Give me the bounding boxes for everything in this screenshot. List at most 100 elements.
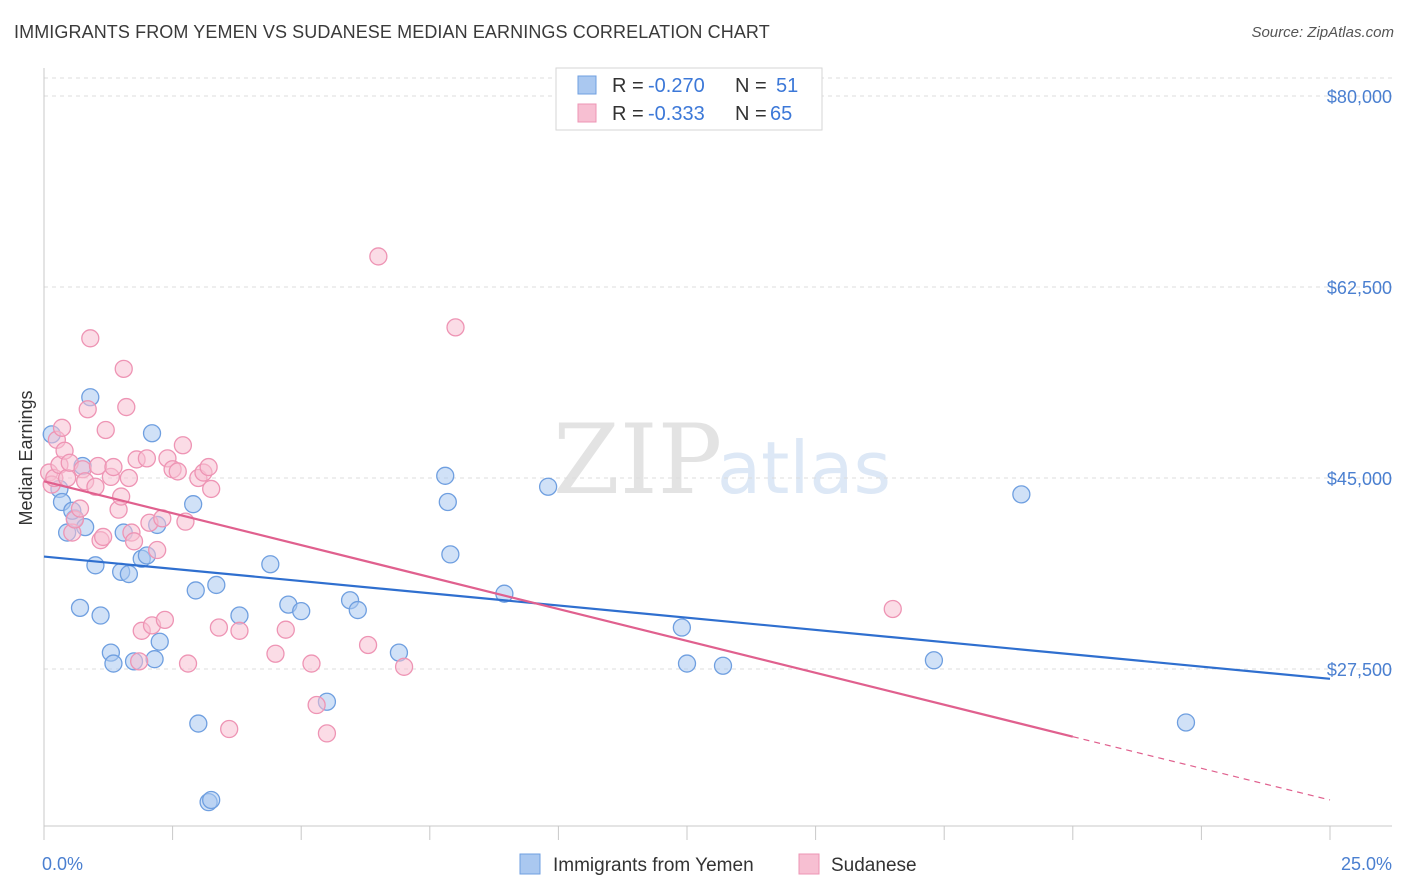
point-yemen-36 (348, 600, 367, 620)
y-tick-label-1: $45,000 (1327, 469, 1392, 489)
bottom-legend-label-yemen: Immigrants from Yemen (553, 855, 754, 876)
legend-swatch-sudanese (577, 103, 597, 123)
point-sudanese-41 (168, 462, 187, 481)
point-sudanese-14 (78, 400, 97, 419)
point-yemen-48 (1176, 713, 1196, 732)
point-sudanese-16 (86, 477, 105, 496)
point-sudanese-53 (276, 620, 295, 639)
legend-n-value-sudanese: 65 (770, 103, 792, 125)
point-yemen-25 (186, 581, 205, 600)
point-yemen-38 (436, 466, 455, 485)
y-tick-label-2: $62,500 (1327, 278, 1392, 298)
point-yemen-24 (184, 495, 203, 514)
gridlines (44, 77, 1392, 670)
point-yemen-16 (119, 564, 139, 584)
legend-n-label-yemen: N = (735, 75, 767, 97)
point-sudanese-48 (202, 479, 221, 499)
x-tick-label-1: 25.0% (1341, 854, 1392, 874)
x-tick-labels: 0.0% 25.0% (42, 854, 1392, 874)
point-yemen-29 (207, 575, 226, 595)
point-sudanese-47 (199, 457, 218, 477)
legend-r-value-sudanese: -0.333 (648, 103, 705, 125)
point-sudanese-19 (94, 527, 113, 547)
point-sudanese-29 (124, 532, 144, 551)
point-sudanese-54 (302, 654, 321, 673)
point-yemen-43 (672, 618, 692, 637)
trend-line-yemen (43, 555, 1331, 680)
watermark-atlas: atlas (717, 426, 891, 510)
point-yemen-47 (1012, 485, 1031, 504)
trend-lines (43, 480, 1331, 801)
watermark: ZIP atlas (553, 404, 891, 516)
point-yemen-21 (145, 650, 164, 669)
watermark-zip: ZIP (553, 404, 722, 516)
axes (43, 68, 1392, 840)
point-sudanese-52 (266, 644, 285, 663)
point-sudanese-55 (307, 695, 326, 715)
point-yemen-13 (104, 654, 123, 673)
bottom-legend-label-sudanese: Sudanese (831, 855, 917, 876)
y-tick-label-3: $80,000 (1327, 87, 1392, 107)
point-sudanese-36 (148, 540, 167, 560)
point-yemen-23 (150, 632, 169, 651)
point-sudanese-31 (130, 652, 149, 671)
legend: R = -0.270 N = 51 R = -0.333 N = 65 (555, 67, 823, 131)
data-points (39, 247, 1196, 812)
bottom-legend-swatch-yemen (519, 853, 541, 875)
point-yemen-10 (86, 556, 105, 575)
point-yemen-28 (202, 790, 221, 810)
point-sudanese-33 (137, 449, 157, 468)
point-sudanese-59 (394, 657, 414, 676)
point-sudanese-44 (178, 654, 198, 673)
point-sudanese-56 (317, 724, 337, 743)
point-sudanese-15 (81, 329, 100, 348)
point-sudanese-38 (155, 610, 175, 630)
point-sudanese-5 (52, 418, 72, 437)
legend-n-label-sudanese: N = (735, 103, 767, 125)
point-yemen-33 (292, 602, 311, 621)
legend-swatch-yemen (577, 75, 597, 95)
point-sudanese-58 (369, 247, 388, 266)
point-sudanese-25 (114, 359, 133, 379)
y-tick-label-0: $27,500 (1327, 660, 1392, 680)
point-yemen-39 (438, 492, 457, 512)
trend-line-sudanese (43, 480, 1074, 738)
source-credit: Source: ZipAtlas.com (1251, 24, 1394, 41)
point-sudanese-50 (220, 719, 239, 739)
point-sudanese-27 (119, 468, 139, 488)
point-yemen-9 (70, 598, 90, 618)
point-sudanese-11 (70, 499, 90, 518)
point-yemen-45 (713, 656, 733, 675)
point-yemen-42 (538, 477, 558, 496)
point-yemen-46 (924, 651, 944, 670)
point-yemen-20 (142, 424, 162, 443)
chart-title: IMMIGRANTS FROM YEMEN VS SUDANESE MEDIAN… (14, 22, 770, 42)
point-yemen-11 (91, 606, 110, 625)
bottom-legend: Immigrants from Yemen Sudanese (519, 853, 917, 876)
point-sudanese-57 (358, 635, 378, 655)
y-axis-label: Median Earnings (16, 390, 36, 525)
point-yemen-30 (230, 606, 249, 625)
point-yemen-40 (441, 545, 460, 564)
point-sudanese-26 (117, 397, 136, 417)
point-sudanese-61 (883, 599, 902, 619)
legend-n-value-yemen: 51 (776, 75, 798, 97)
trend-line-sudanese-extension (1072, 736, 1331, 801)
legend-r-label-yemen: R = (612, 75, 644, 97)
point-yemen-31 (261, 555, 280, 574)
point-sudanese-49 (209, 618, 229, 637)
legend-r-label-sudanese: R = (612, 103, 644, 125)
point-yemen-26 (189, 714, 208, 733)
point-sudanese-51 (230, 621, 249, 640)
y-tick-labels: $27,500 $45,000 $62,500 $80,000 (1327, 87, 1392, 680)
point-sudanese-22 (104, 457, 123, 477)
bottom-legend-swatch-sudanese (798, 853, 820, 875)
point-sudanese-60 (446, 318, 465, 337)
point-sudanese-20 (96, 420, 115, 440)
point-sudanese-42 (173, 436, 193, 455)
point-sudanese-7 (57, 468, 77, 488)
legend-r-value-yemen: -0.270 (648, 75, 705, 97)
x-tick-label-0: 0.0% (42, 854, 83, 874)
point-yemen-44 (677, 654, 697, 673)
